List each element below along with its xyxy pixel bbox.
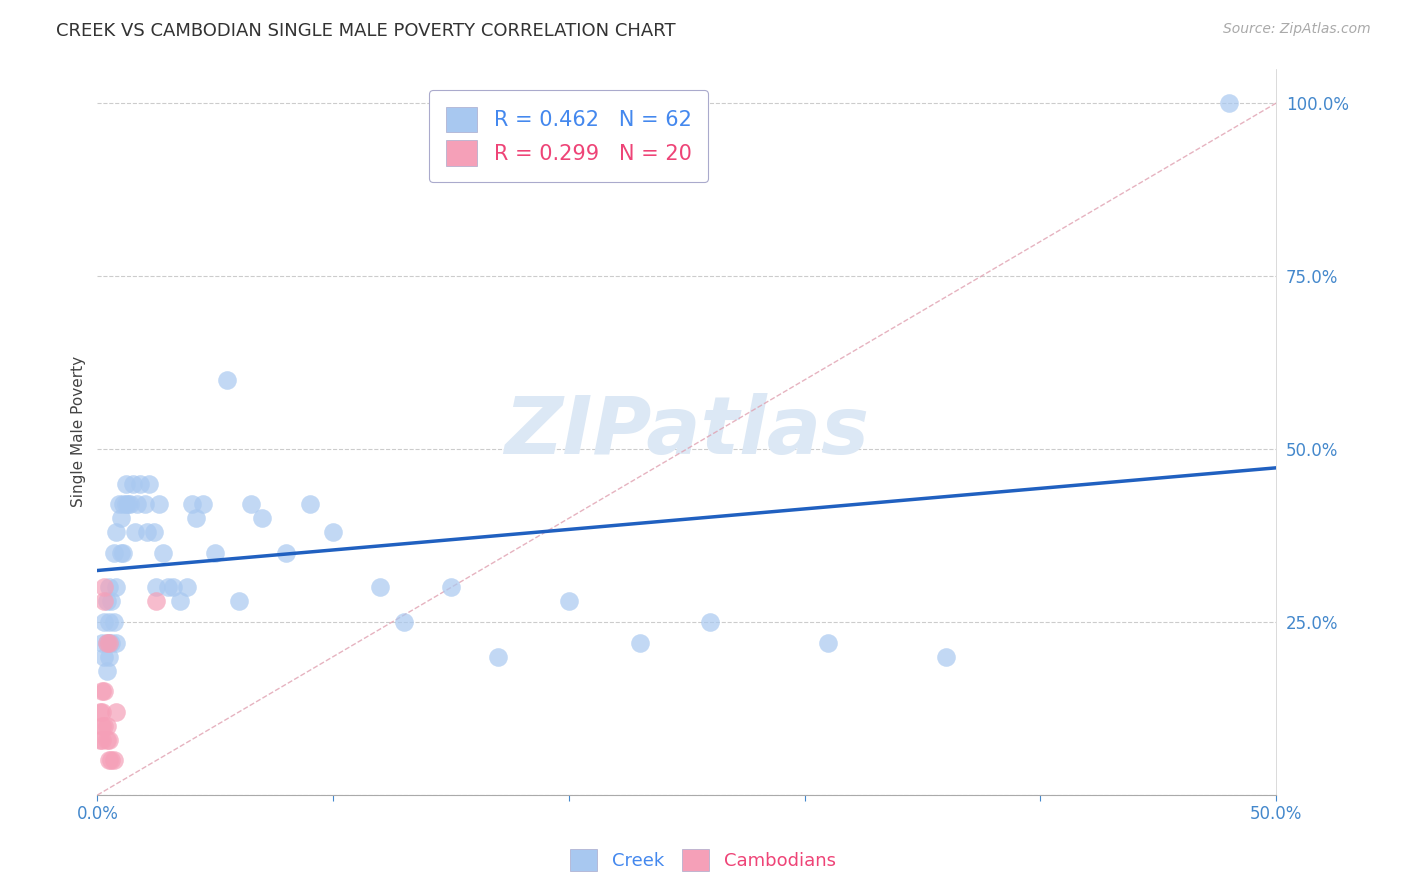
Point <box>98 615 121 629</box>
Point <box>124 525 146 540</box>
Point <box>103 754 125 768</box>
Point <box>98 636 121 650</box>
Point <box>91 732 114 747</box>
Point <box>186 511 208 525</box>
Point <box>98 732 121 747</box>
Point <box>91 705 114 719</box>
Point <box>93 615 115 629</box>
Point <box>96 664 118 678</box>
Point <box>112 546 135 560</box>
Point <box>162 581 184 595</box>
Point <box>817 636 839 650</box>
Point <box>93 594 115 608</box>
Point <box>180 498 202 512</box>
Point <box>89 732 111 747</box>
Point <box>228 594 250 608</box>
Point <box>145 594 167 608</box>
Point <box>98 649 121 664</box>
Point <box>93 719 115 733</box>
Point <box>239 498 262 512</box>
Point <box>105 705 128 719</box>
Point <box>98 754 121 768</box>
Point <box>93 684 115 698</box>
Point <box>128 476 150 491</box>
Point <box>142 525 165 540</box>
Point <box>100 594 122 608</box>
Point <box>628 636 651 650</box>
Point <box>440 581 463 595</box>
Point <box>134 498 156 512</box>
Point <box>1218 96 1240 111</box>
Point <box>96 636 118 650</box>
Point <box>114 498 136 512</box>
Point <box>93 649 115 664</box>
Point <box>215 373 238 387</box>
Point <box>120 498 142 512</box>
Point <box>89 705 111 719</box>
Point <box>100 636 122 650</box>
Point <box>96 732 118 747</box>
Point <box>110 546 132 560</box>
Legend: Creek, Cambodians: Creek, Cambodians <box>562 842 844 879</box>
Legend: R = 0.462   N = 62, R = 0.299   N = 20: R = 0.462 N = 62, R = 0.299 N = 20 <box>429 90 709 182</box>
Point <box>145 581 167 595</box>
Point <box>96 594 118 608</box>
Point <box>368 581 391 595</box>
Point <box>274 546 297 560</box>
Point <box>105 636 128 650</box>
Point <box>112 498 135 512</box>
Point <box>114 476 136 491</box>
Y-axis label: Single Male Poverty: Single Male Poverty <box>72 356 86 508</box>
Point <box>935 649 957 664</box>
Text: ZIPatlas: ZIPatlas <box>505 392 869 471</box>
Point <box>91 719 114 733</box>
Point <box>699 615 721 629</box>
Point <box>105 581 128 595</box>
Point <box>148 498 170 512</box>
Point <box>392 615 415 629</box>
Point <box>135 525 157 540</box>
Point <box>98 581 121 595</box>
Text: Source: ZipAtlas.com: Source: ZipAtlas.com <box>1223 22 1371 37</box>
Point <box>176 581 198 595</box>
Point <box>105 525 128 540</box>
Point <box>127 498 149 512</box>
Point <box>486 649 509 664</box>
Point <box>252 511 274 525</box>
Text: CREEK VS CAMBODIAN SINGLE MALE POVERTY CORRELATION CHART: CREEK VS CAMBODIAN SINGLE MALE POVERTY C… <box>56 22 676 40</box>
Point <box>103 546 125 560</box>
Point <box>93 581 115 595</box>
Point <box>117 498 139 512</box>
Point <box>204 546 226 560</box>
Point <box>103 615 125 629</box>
Point <box>107 498 129 512</box>
Point <box>100 754 122 768</box>
Point <box>169 594 191 608</box>
Point <box>110 511 132 525</box>
Point <box>96 636 118 650</box>
Point <box>138 476 160 491</box>
Point <box>121 476 143 491</box>
Point <box>157 581 180 595</box>
Point <box>98 636 121 650</box>
Point <box>91 684 114 698</box>
Point <box>298 498 321 512</box>
Point <box>558 594 581 608</box>
Point <box>152 546 174 560</box>
Point <box>322 525 344 540</box>
Point <box>193 498 215 512</box>
Point <box>96 719 118 733</box>
Point <box>91 636 114 650</box>
